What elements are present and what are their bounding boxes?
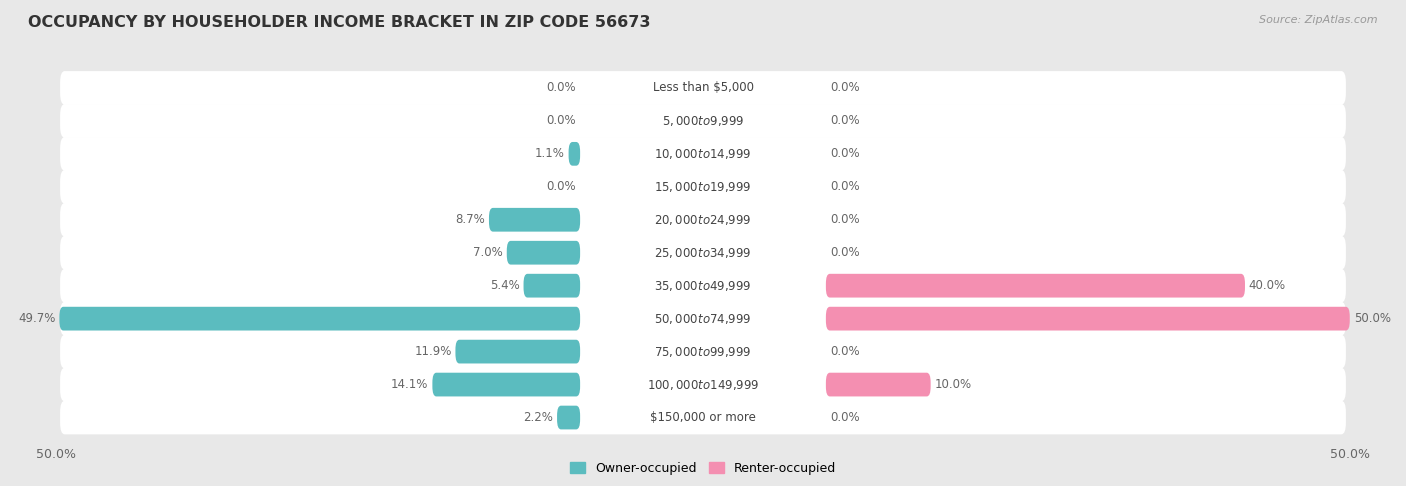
FancyBboxPatch shape (583, 76, 823, 100)
FancyBboxPatch shape (523, 274, 581, 297)
Text: 0.0%: 0.0% (547, 114, 576, 127)
Text: $25,000 to $34,999: $25,000 to $34,999 (654, 246, 752, 260)
FancyBboxPatch shape (60, 335, 1346, 368)
FancyBboxPatch shape (583, 406, 823, 430)
FancyBboxPatch shape (60, 170, 1346, 204)
Text: 0.0%: 0.0% (830, 345, 859, 358)
Text: $150,000 or more: $150,000 or more (650, 411, 756, 424)
Text: $35,000 to $49,999: $35,000 to $49,999 (654, 278, 752, 293)
FancyBboxPatch shape (489, 208, 581, 232)
FancyBboxPatch shape (825, 373, 931, 397)
FancyBboxPatch shape (583, 340, 823, 364)
Text: $15,000 to $19,999: $15,000 to $19,999 (654, 180, 752, 194)
Text: 40.0%: 40.0% (1249, 279, 1286, 292)
Text: 0.0%: 0.0% (547, 180, 576, 193)
FancyBboxPatch shape (557, 406, 581, 430)
Text: 7.0%: 7.0% (474, 246, 503, 259)
FancyBboxPatch shape (60, 104, 1346, 138)
Text: 14.1%: 14.1% (391, 378, 429, 391)
Text: 8.7%: 8.7% (456, 213, 485, 226)
FancyBboxPatch shape (583, 109, 823, 133)
FancyBboxPatch shape (583, 373, 823, 397)
Text: OCCUPANCY BY HOUSEHOLDER INCOME BRACKET IN ZIP CODE 56673: OCCUPANCY BY HOUSEHOLDER INCOME BRACKET … (28, 15, 651, 30)
FancyBboxPatch shape (60, 71, 1346, 104)
Text: 5.4%: 5.4% (489, 279, 520, 292)
FancyBboxPatch shape (825, 307, 1350, 330)
FancyBboxPatch shape (433, 373, 581, 397)
FancyBboxPatch shape (583, 241, 823, 264)
Text: 0.0%: 0.0% (830, 147, 859, 160)
Text: 0.0%: 0.0% (830, 114, 859, 127)
FancyBboxPatch shape (583, 307, 823, 330)
FancyBboxPatch shape (456, 340, 581, 364)
Text: $100,000 to $149,999: $100,000 to $149,999 (647, 378, 759, 392)
Text: 10.0%: 10.0% (935, 378, 972, 391)
FancyBboxPatch shape (506, 241, 581, 264)
Legend: Owner-occupied, Renter-occupied: Owner-occupied, Renter-occupied (565, 457, 841, 480)
Text: Less than $5,000: Less than $5,000 (652, 81, 754, 94)
Text: 2.2%: 2.2% (523, 411, 553, 424)
Text: 0.0%: 0.0% (830, 81, 859, 94)
FancyBboxPatch shape (583, 175, 823, 199)
Text: 0.0%: 0.0% (830, 213, 859, 226)
Text: 0.0%: 0.0% (547, 81, 576, 94)
Text: 0.0%: 0.0% (830, 180, 859, 193)
FancyBboxPatch shape (583, 142, 823, 166)
Text: 11.9%: 11.9% (415, 345, 451, 358)
Text: $10,000 to $14,999: $10,000 to $14,999 (654, 147, 752, 161)
Text: 0.0%: 0.0% (830, 246, 859, 259)
FancyBboxPatch shape (60, 401, 1346, 434)
FancyBboxPatch shape (583, 208, 823, 232)
Text: Source: ZipAtlas.com: Source: ZipAtlas.com (1260, 15, 1378, 25)
FancyBboxPatch shape (60, 137, 1346, 171)
Text: 49.7%: 49.7% (18, 312, 55, 325)
Text: 0.0%: 0.0% (830, 411, 859, 424)
FancyBboxPatch shape (59, 307, 581, 330)
Text: $50,000 to $74,999: $50,000 to $74,999 (654, 312, 752, 326)
Text: $5,000 to $9,999: $5,000 to $9,999 (662, 114, 744, 128)
Text: 1.1%: 1.1% (534, 147, 565, 160)
FancyBboxPatch shape (60, 368, 1346, 401)
FancyBboxPatch shape (825, 274, 1244, 297)
Text: 50.0%: 50.0% (1354, 312, 1391, 325)
FancyBboxPatch shape (60, 269, 1346, 302)
FancyBboxPatch shape (60, 236, 1346, 270)
Text: $20,000 to $24,999: $20,000 to $24,999 (654, 213, 752, 227)
FancyBboxPatch shape (60, 203, 1346, 237)
Text: $75,000 to $99,999: $75,000 to $99,999 (654, 345, 752, 359)
FancyBboxPatch shape (583, 274, 823, 297)
FancyBboxPatch shape (60, 302, 1346, 335)
FancyBboxPatch shape (568, 142, 581, 166)
